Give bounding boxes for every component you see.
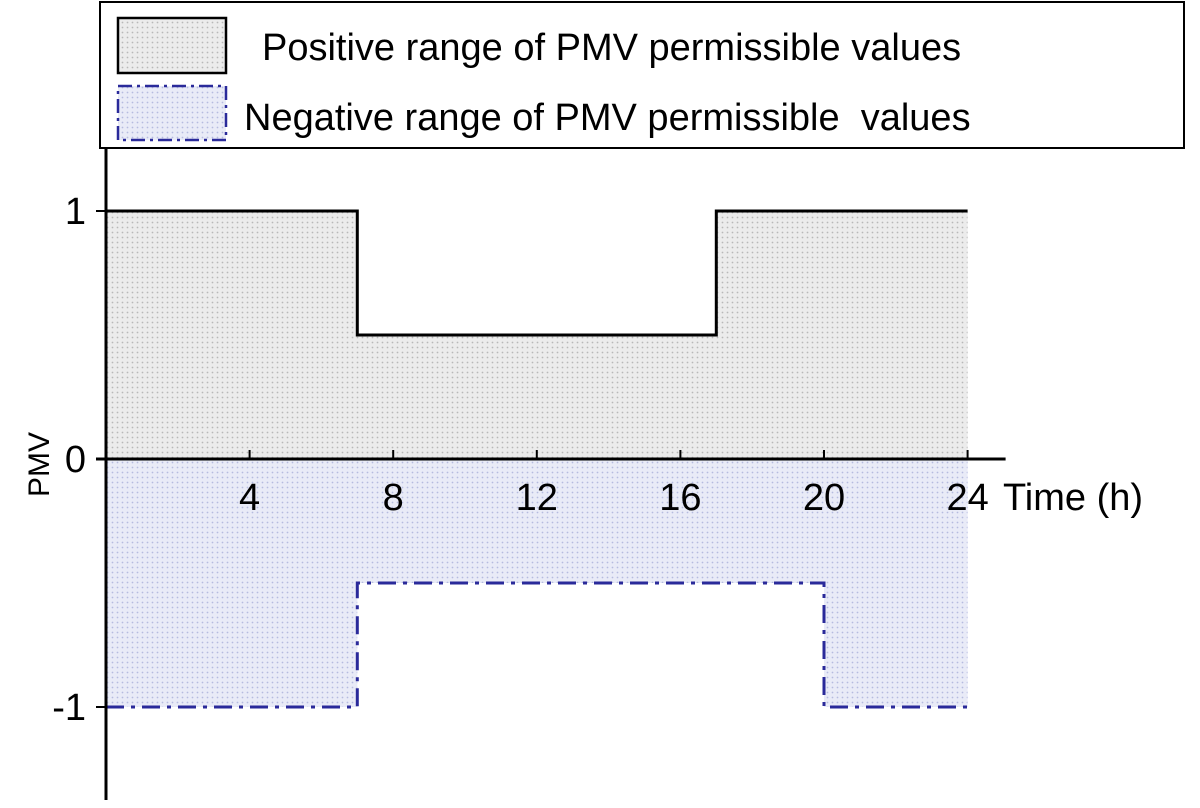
x-tick-label: 12 — [516, 477, 558, 519]
line-negative — [106, 581, 968, 709]
y-ticks: 1 0 -1 — [52, 191, 106, 729]
x-axis-label: Time (h) — [1003, 477, 1143, 519]
x-tick-label: 4 — [239, 477, 260, 519]
legend: Positive range of PMV permissible values… — [99, 1, 1185, 149]
series-lines — [106, 209, 968, 709]
x-tick-label: 24 — [946, 477, 988, 519]
y-axis-label: PMV — [23, 432, 56, 497]
legend-swatch-positive — [116, 16, 228, 75]
x-ticks: 4 8 12 16 20 24 — [239, 450, 989, 519]
legend-swatch-negative — [116, 84, 228, 142]
y-tick-label: 0 — [65, 439, 86, 481]
y-tick-label: -1 — [52, 687, 86, 729]
legend-label-positive: Positive range of PMV permissible values — [262, 27, 961, 69]
legend-box — [99, 1, 1185, 149]
y-tick-label: 1 — [65, 191, 86, 233]
x-tick-label: 20 — [803, 477, 845, 519]
line-positive — [106, 209, 968, 337]
x-tick-label: 8 — [383, 477, 404, 519]
x-tick-label: 16 — [659, 477, 701, 519]
legend-label-negative: Negative range of PMV permissible values — [244, 97, 971, 139]
